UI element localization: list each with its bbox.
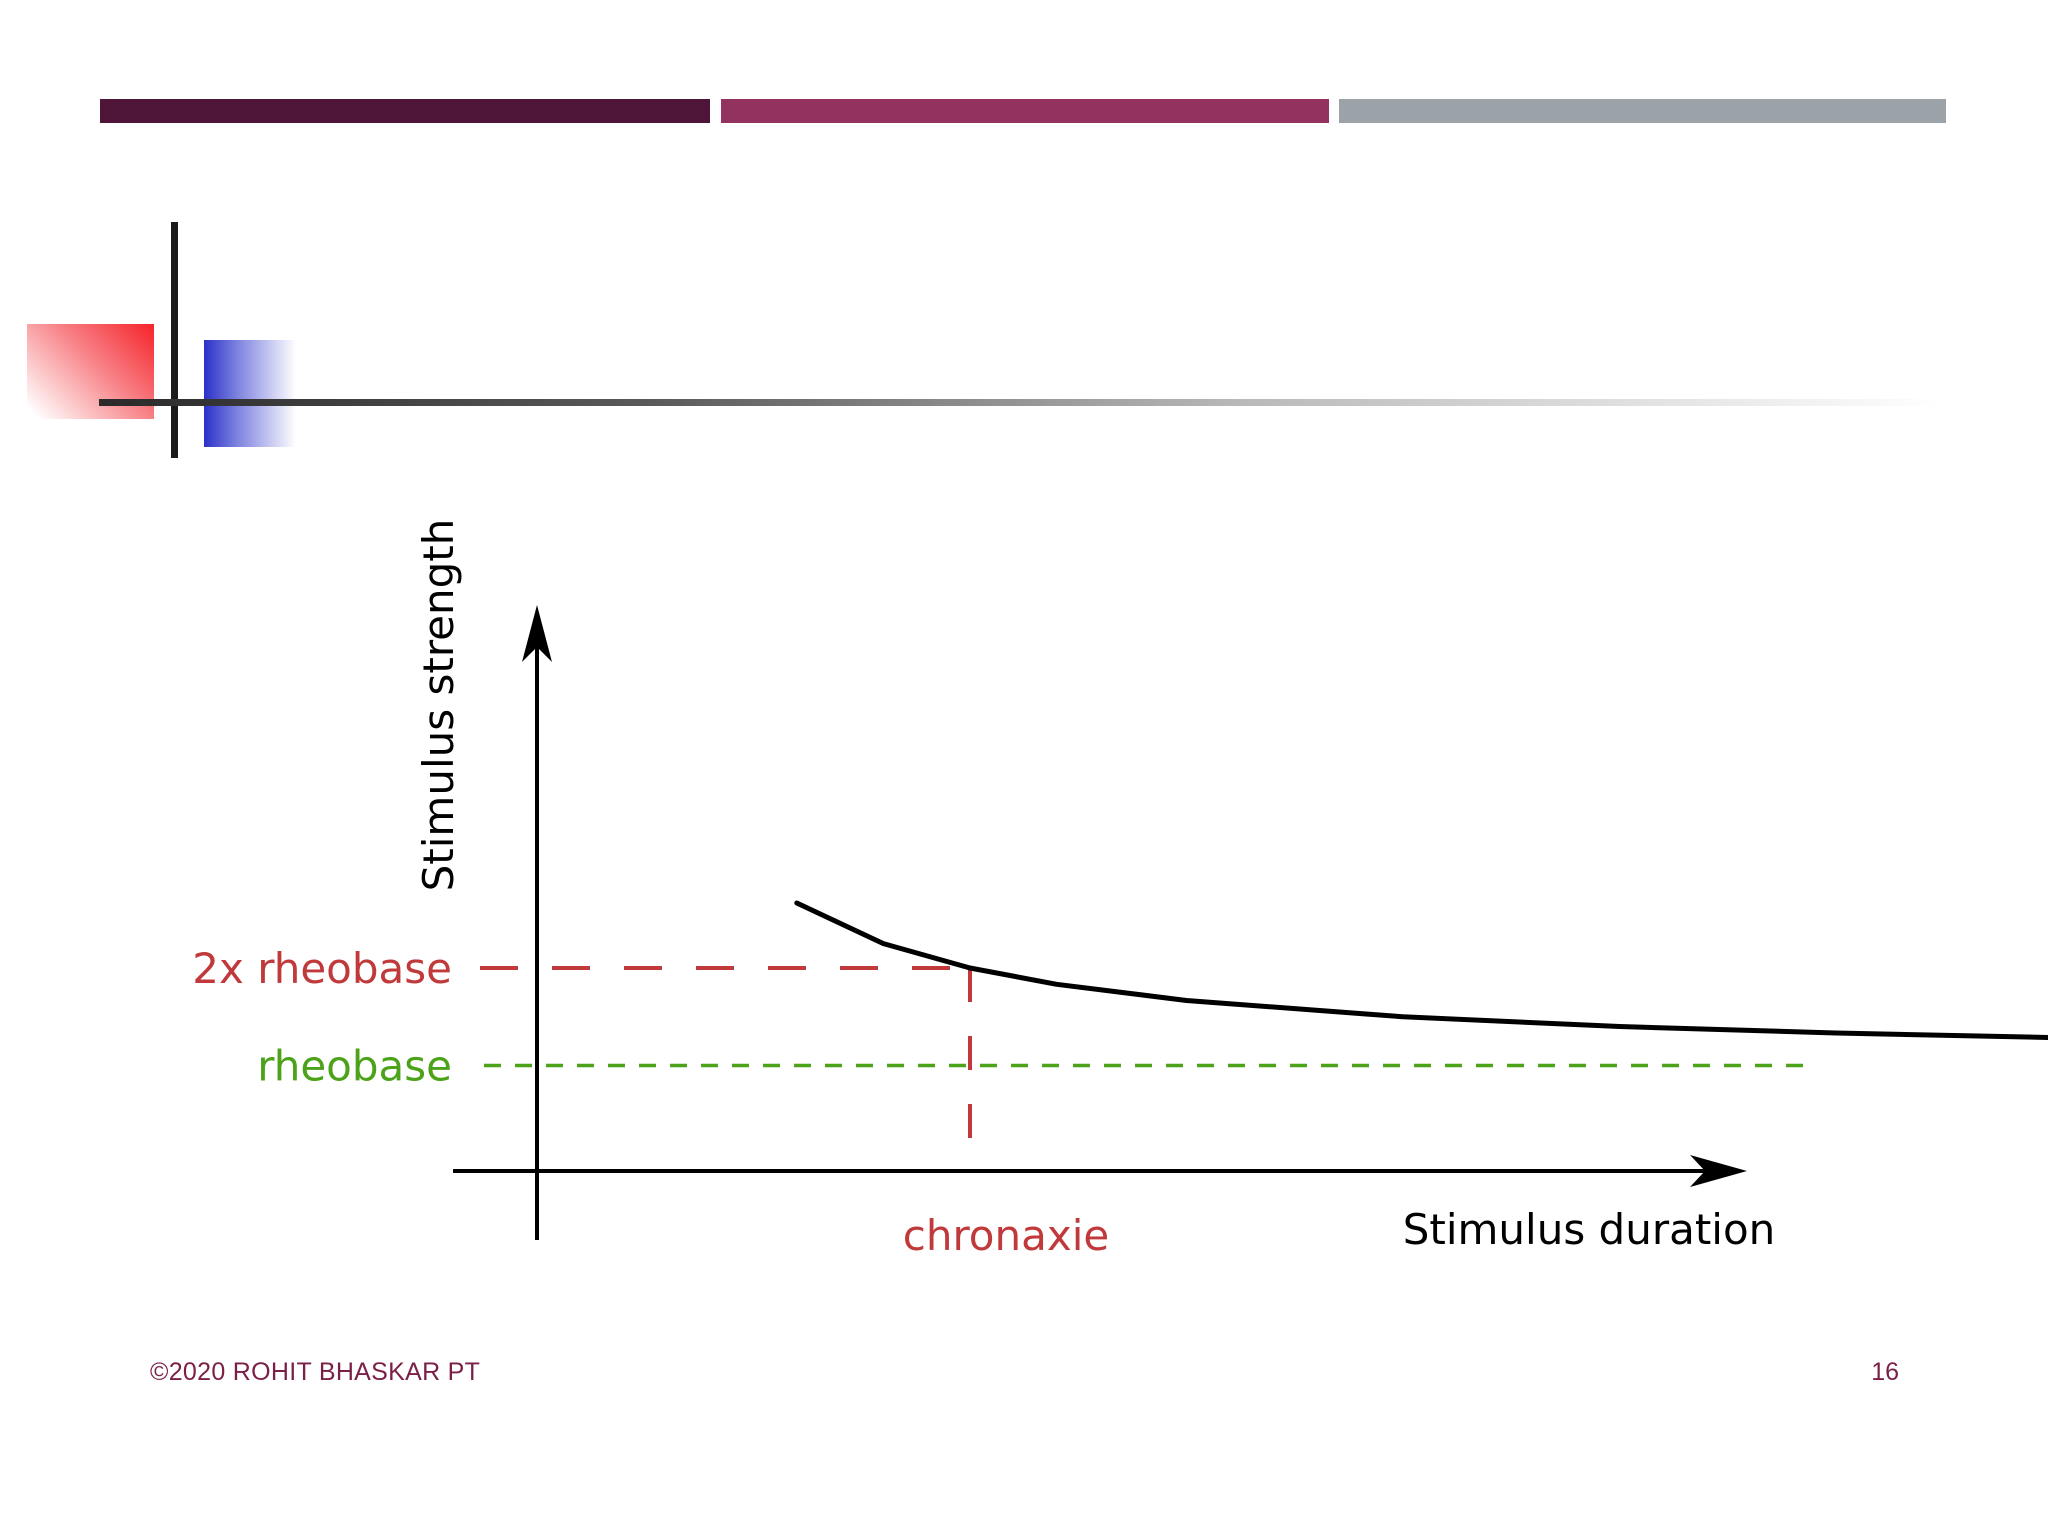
y-axis-label: Stimulus strength xyxy=(414,519,463,892)
title-decoration-horizontal-line xyxy=(99,399,1944,406)
footer-page-number: 16 xyxy=(1871,1358,1899,1386)
label-2x-rheobase: 2x rheobase xyxy=(192,944,452,993)
strength-duration-curve xyxy=(794,900,2048,1041)
x-axis-label: Stimulus duration xyxy=(1403,1205,1776,1254)
header-bar-magenta xyxy=(721,99,1329,123)
label-chronaxie: chronaxie xyxy=(903,1211,1109,1260)
header-bar-gray xyxy=(1339,99,1946,123)
title-decoration-vertical-line xyxy=(171,222,178,458)
title-decoration-blue-square xyxy=(204,340,296,447)
label-rheobase: rheobase xyxy=(257,1042,452,1091)
footer-copyright: ©2020 ROHIT BHASKAR PT xyxy=(150,1358,481,1386)
y-axis-arrowhead xyxy=(522,605,552,662)
x-axis-arrowhead xyxy=(1690,1155,1747,1187)
header-bar-dark-plum xyxy=(100,99,710,123)
chart-plot-layer: 2x rheobase rheobase chronaxie Stimulus str… xyxy=(192,519,2048,1260)
